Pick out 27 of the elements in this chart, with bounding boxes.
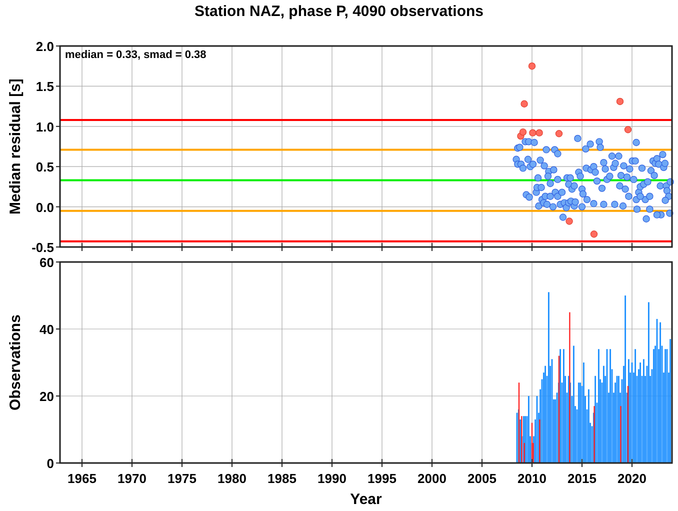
- x-tick-label: 1970: [118, 471, 146, 486]
- y-axis-title: Observations: [7, 314, 24, 410]
- y-tick-label: -0.5: [32, 240, 54, 255]
- y-tick-label: 1.0: [36, 119, 54, 134]
- chart-title: Station NAZ, phase P, 4090 observations: [194, 3, 484, 20]
- annotation: median = 0.33, smad = 0.38: [65, 49, 206, 61]
- y-tick-label: 2.0: [36, 39, 54, 54]
- y-tick-label: 40: [40, 322, 54, 337]
- x-tick-label: 2005: [468, 471, 496, 486]
- x-tick-label: 1985: [268, 471, 296, 486]
- y-tick-label: 0.5: [36, 160, 54, 175]
- x-axis-title: Year: [350, 491, 382, 508]
- y-axis-title: Median residual [s]: [7, 78, 24, 214]
- x-tick-label: 2010: [518, 471, 546, 486]
- x-tick-label: 1995: [368, 471, 396, 486]
- x-tick-label: 1980: [218, 471, 246, 486]
- y-tick-label: 0.0: [36, 200, 54, 215]
- x-tick-label: 2020: [618, 471, 646, 486]
- y-tick-label: 0: [46, 456, 54, 471]
- y-tick-label: 20: [40, 389, 54, 404]
- x-tick-label: 2000: [418, 471, 446, 486]
- x-tick-label: 1965: [68, 471, 96, 486]
- y-tick-label: 1.5: [36, 79, 54, 94]
- x-tick-label: 1990: [318, 471, 346, 486]
- x-tick-label: 2015: [568, 471, 596, 486]
- x-tick-label: 1975: [168, 471, 196, 486]
- y-tick-label: 60: [40, 255, 54, 270]
